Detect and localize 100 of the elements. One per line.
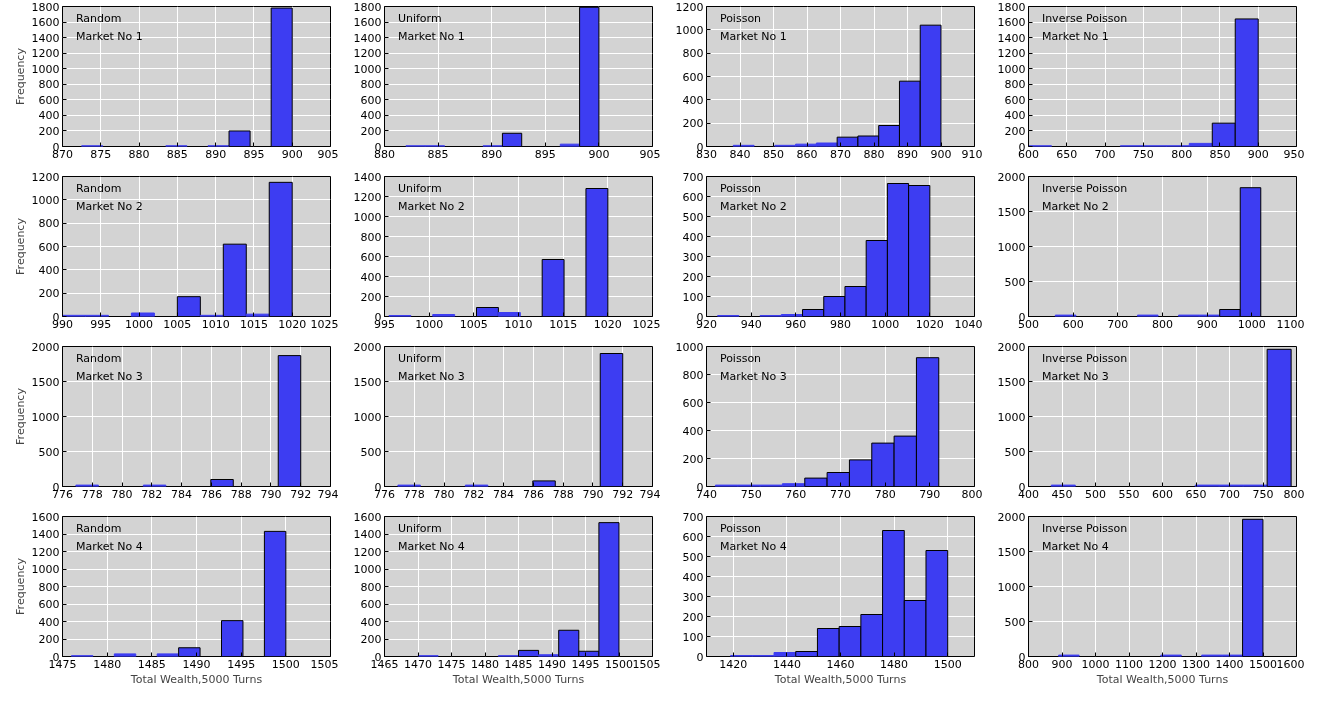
x-tick-label: 950 xyxy=(1283,147,1305,161)
y-axis-title: Frequency xyxy=(13,387,27,445)
y-tick-label: 2000 xyxy=(997,170,1026,184)
y-tick-label: 400 xyxy=(682,230,704,244)
x-tick-label: 1020 xyxy=(593,317,622,331)
x-tick-label: 905 xyxy=(639,147,661,161)
y-tick-label: 1500 xyxy=(997,205,1026,219)
x-tick-label: 850 xyxy=(1209,147,1231,161)
y-tick-label: 300 xyxy=(682,250,704,264)
x-tick-label: 840 xyxy=(729,147,751,161)
y-tick-label: 800 xyxy=(360,230,382,244)
y-tick-label: 800 xyxy=(38,217,60,231)
annotation: Poisson xyxy=(719,522,762,536)
x-tick-label: 1005 xyxy=(163,317,192,331)
x-tick-label: 784 xyxy=(171,487,193,501)
y-tick-label: 400 xyxy=(682,424,704,438)
y-tick-label: 500 xyxy=(682,210,704,224)
x-tick-label: 1500 xyxy=(933,657,962,671)
x-tick-label: 900 xyxy=(588,147,610,161)
annotation: Market No 2 xyxy=(1041,200,1109,214)
x-tick-label: 1025 xyxy=(632,317,661,331)
x-tick-label: 885 xyxy=(427,147,449,161)
x-tick-label: 794 xyxy=(639,487,661,501)
x-tick-label: 782 xyxy=(463,487,485,501)
x-tick-label: 1100 xyxy=(1115,657,1143,671)
x-tick-label: 786 xyxy=(522,487,544,501)
y-tick-label: 500 xyxy=(1004,275,1026,289)
x-tick-label: 786 xyxy=(200,487,222,501)
x-tick-label: 792 xyxy=(290,487,312,501)
y-axis-title: Frequency xyxy=(13,557,27,615)
y-tick-label: 1000 xyxy=(675,23,704,37)
x-tick-label: 600 xyxy=(1152,487,1173,501)
y-tick-label: 600 xyxy=(360,250,382,264)
y-tick-label: 400 xyxy=(38,615,60,629)
annotation: Market No 3 xyxy=(719,370,787,384)
y-tick-label: 1200 xyxy=(353,545,382,559)
annotation: Inverse Poisson xyxy=(1041,352,1128,366)
annotation: Inverse Poisson xyxy=(1041,12,1128,26)
annotation: Market No 3 xyxy=(1041,370,1109,384)
y-tick-label: 1000 xyxy=(997,240,1026,254)
y-tick-label: 200 xyxy=(682,610,704,624)
y-tick-label: 200 xyxy=(360,290,382,304)
x-tick-label: 890 xyxy=(897,147,918,161)
x-tick-label: 750 xyxy=(1132,147,1154,161)
x-tick-label: 770 xyxy=(830,487,851,501)
y-tick-label: 800 xyxy=(38,78,60,92)
y-tick-label: 1600 xyxy=(997,16,1026,30)
x-tick-label: 1500 xyxy=(605,657,633,671)
y-tick-label: 600 xyxy=(360,598,382,611)
y-tick-label: 1600 xyxy=(353,510,382,524)
y-tick-label: 600 xyxy=(682,530,704,544)
x-tick-label: 1015 xyxy=(239,317,268,331)
x-tick-label: 450 xyxy=(1051,487,1073,501)
y-tick-label: 1400 xyxy=(353,31,382,45)
x-tick-label: 1010 xyxy=(201,317,230,331)
x-tick-label: 790 xyxy=(919,487,941,501)
x-tick-label: 895 xyxy=(243,147,265,161)
y-tick-label: 400 xyxy=(360,270,382,284)
x-tick-label: 860 xyxy=(796,147,818,161)
y-tick-label: 800 xyxy=(1004,78,1026,92)
y-tick-label: 400 xyxy=(38,263,60,277)
y-tick-label: 1000 xyxy=(997,410,1026,424)
x-tick-label: 900 xyxy=(1247,147,1269,161)
x-tick-label: 1300 xyxy=(1182,657,1210,671)
annotation: Market No 1 xyxy=(1041,30,1109,44)
x-axis-title: Total Wealth,5000 Turns xyxy=(1095,672,1229,686)
y-tick-label: 1800 xyxy=(997,0,1026,14)
y-tick-label: 2000 xyxy=(997,510,1026,524)
x-tick-label: 650 xyxy=(1185,487,1207,501)
x-tick-label: 800 xyxy=(1152,317,1173,331)
x-tick-label: 1495 xyxy=(227,657,256,671)
y-tick-label: 400 xyxy=(360,615,382,629)
annotation: Market No 4 xyxy=(719,540,787,554)
x-tick-label: 650 xyxy=(1056,147,1078,161)
annotation: Uniform xyxy=(397,352,442,366)
annotation: Random xyxy=(75,522,122,536)
y-tick-label: 600 xyxy=(682,396,704,410)
y-tick-label: 1000 xyxy=(31,410,60,424)
y-tick-label: 600 xyxy=(360,93,382,107)
annotation: Market No 2 xyxy=(75,200,143,214)
x-tick-label: 1480 xyxy=(93,657,122,671)
x-tick-label: 778 xyxy=(403,487,425,501)
y-tick-label: 500 xyxy=(682,550,704,564)
x-tick-label: 1400 xyxy=(1215,657,1244,671)
x-tick-label: 875 xyxy=(90,147,112,161)
annotation: Market No 4 xyxy=(397,540,465,554)
y-axis-title: Frequency xyxy=(13,47,27,105)
x-tick-label: 1480 xyxy=(880,657,909,671)
x-tick-label: 1100 xyxy=(1276,317,1305,331)
y-tick-label: 600 xyxy=(38,93,60,107)
y-tick-label: 700 xyxy=(682,170,704,184)
x-tick-label: 900 xyxy=(930,147,952,161)
y-tick-label: 1600 xyxy=(31,16,60,30)
x-tick-label: 1485 xyxy=(504,657,533,671)
x-tick-label: 778 xyxy=(81,487,103,501)
y-tick-label: 100 xyxy=(682,290,704,304)
x-tick-label: 1495 xyxy=(571,657,600,671)
annotation: Inverse Poisson xyxy=(1041,182,1128,196)
x-tick-label: 1440 xyxy=(772,657,801,671)
x-tick-label: 750 xyxy=(1252,487,1274,501)
